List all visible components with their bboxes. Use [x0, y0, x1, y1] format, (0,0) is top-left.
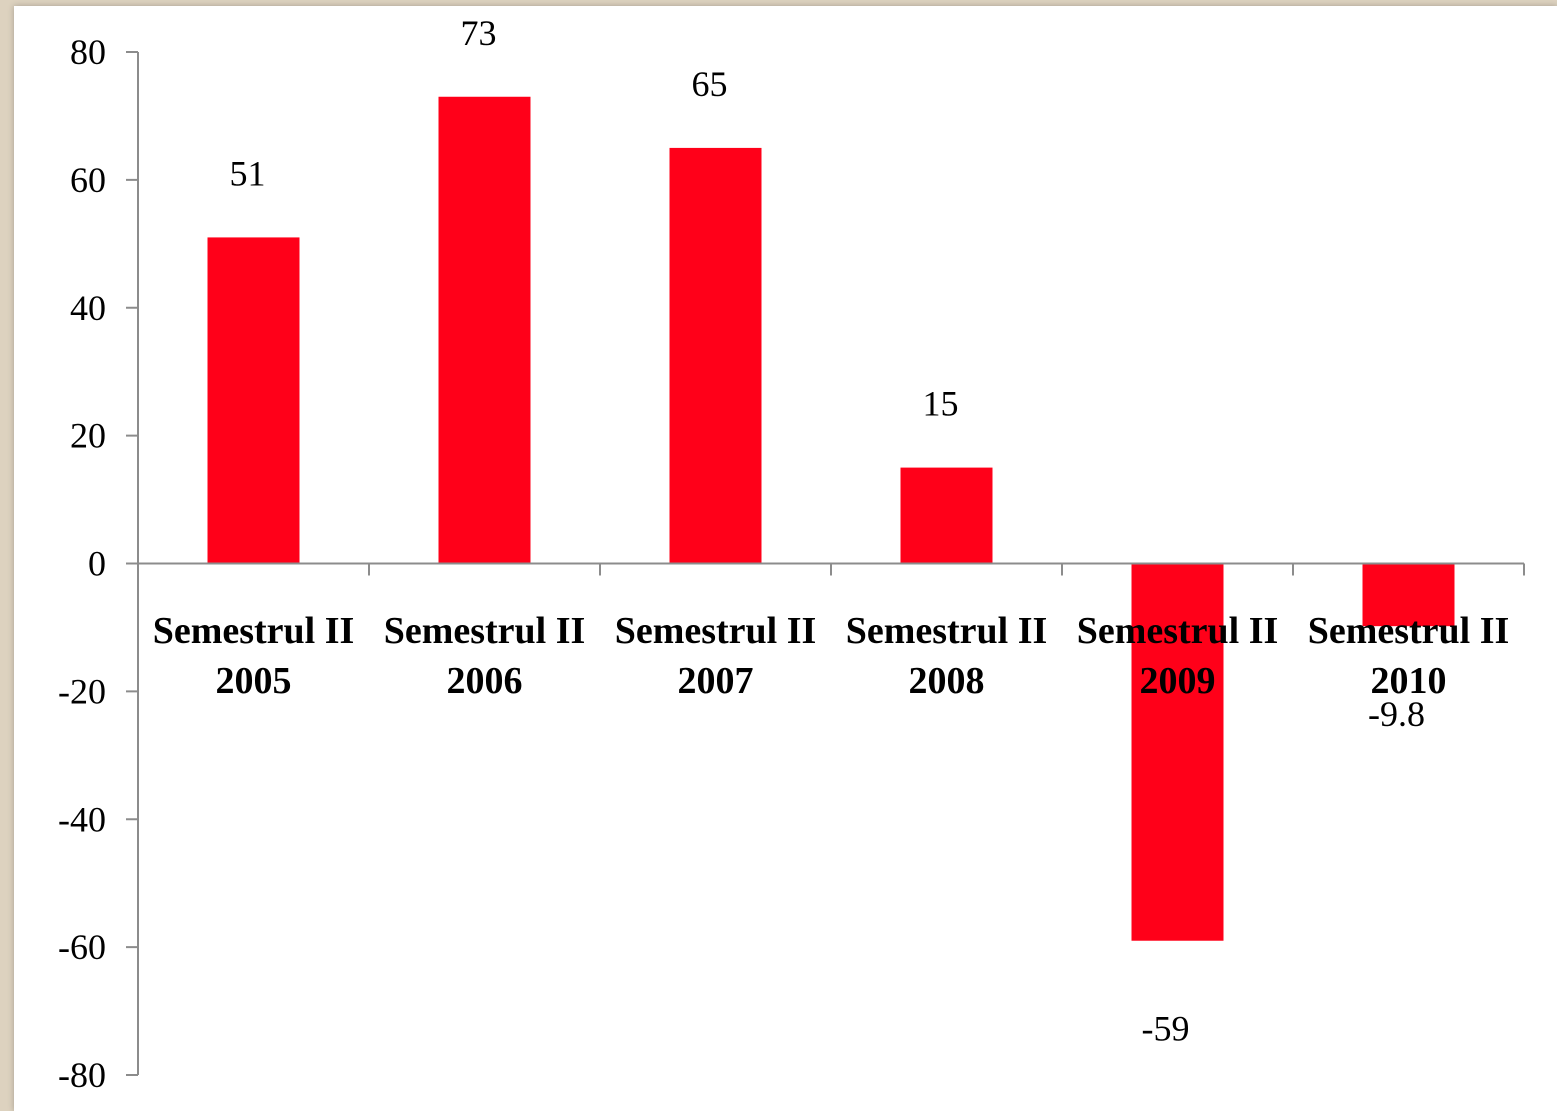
y-tick-label: 60 — [70, 160, 106, 200]
y-tick-label: 0 — [88, 544, 106, 584]
y-tick-label: 80 — [70, 32, 106, 72]
category-label: Semestrul II — [1077, 610, 1279, 652]
y-tick-label: -80 — [58, 1055, 106, 1095]
category-label: Semestrul II — [615, 610, 817, 652]
category-label: 2010 — [1371, 660, 1447, 702]
data-label: 15 — [923, 384, 959, 424]
category-label: Semestrul II — [1308, 610, 1510, 652]
bars — [207, 96, 1455, 941]
y-axis-ticks: 80 60 40 20 0 -20 -40 -60 -80 — [58, 32, 138, 1095]
y-tick-label: -40 — [58, 799, 106, 839]
category-label: 2007 — [678, 660, 754, 702]
y-tick-label: -20 — [58, 671, 106, 711]
category-label: Semestrul II — [153, 610, 355, 652]
bar — [669, 147, 762, 564]
category-labels: Semestrul II 2005 Semestrul II 2006 Semestru… — [153, 610, 1510, 702]
category-label: 2006 — [447, 660, 523, 702]
data-label: -59 — [1142, 1009, 1190, 1049]
bar — [207, 237, 300, 564]
bar — [438, 96, 531, 564]
x-axis-ticks — [137, 563, 1525, 576]
data-label: 73 — [461, 13, 497, 53]
y-tick-label: 20 — [70, 416, 106, 456]
data-label: -9.8 — [1368, 694, 1425, 734]
data-label: 51 — [230, 153, 266, 193]
y-tick-label: -60 — [58, 927, 106, 967]
bar — [1362, 563, 1455, 627]
category-label: Semestrul II — [384, 610, 586, 652]
data-labels: 51 73 65 15 -59 -9.8 — [230, 13, 1426, 1049]
category-label: 2009 — [1140, 660, 1216, 702]
y-tick-label: 40 — [70, 288, 106, 328]
category-label: 2005 — [216, 660, 292, 702]
category-label: Semestrul II — [846, 610, 1048, 652]
bar — [900, 467, 993, 564]
bar — [1131, 563, 1224, 941]
data-label: 65 — [692, 64, 728, 104]
category-label: 2008 — [909, 660, 985, 702]
